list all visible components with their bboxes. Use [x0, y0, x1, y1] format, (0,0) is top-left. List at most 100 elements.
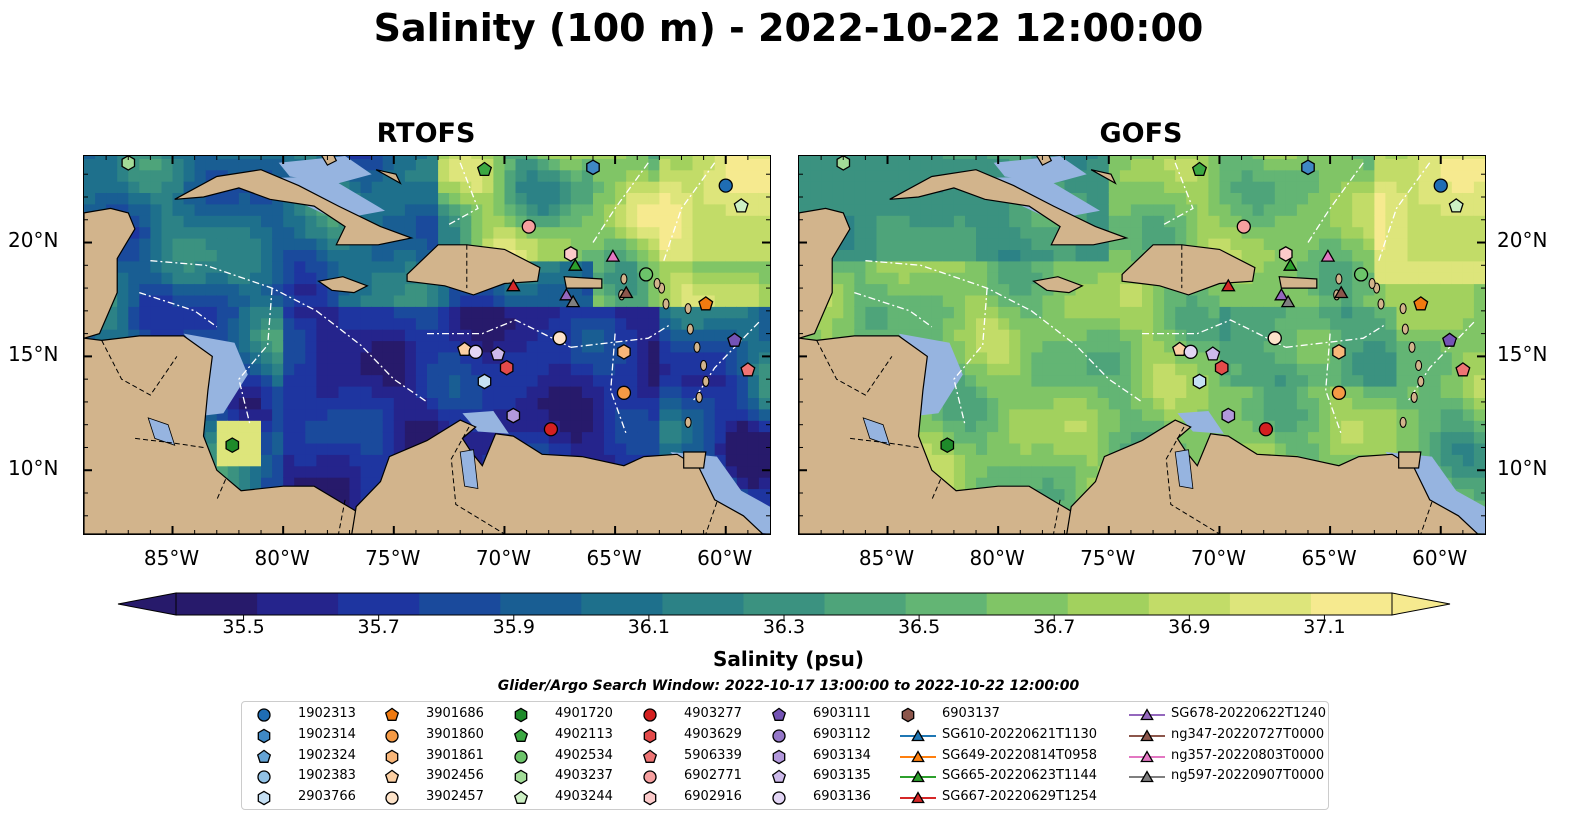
colorbar-segment: [905, 593, 988, 615]
legend-label: 4901720: [555, 706, 613, 721]
colorbar-segment: [743, 593, 826, 615]
legend-label: 5906339: [684, 747, 742, 763]
legend-label: ng597-20220907T0000: [1171, 768, 1325, 784]
marker-4903244: [1448, 198, 1464, 213]
colorbar-tick-label: 35.7: [357, 616, 400, 638]
eez-boundaries: [854, 162, 1475, 435]
colorbar-segment: [176, 593, 258, 615]
lon-label-gofs: 80°W: [969, 546, 1025, 570]
legend-label: ng357-20220803T0000: [1171, 747, 1325, 763]
legend-label: 3901860: [426, 726, 484, 742]
marker-SG678-20220622T1240: [1274, 287, 1289, 301]
legend-label: 6903134: [813, 747, 871, 763]
legend: 1902313 1902314 1902324 1902383 2903766 39016…: [241, 701, 1329, 810]
legend-label: 1902314: [298, 726, 356, 742]
legend-marker: [385, 749, 399, 764]
rtofs-panel-title: RTOFS: [376, 118, 476, 149]
landmass: [799, 156, 1485, 534]
marker-4902113: [476, 161, 493, 177]
colorbar-label: Salinity (psu): [712, 647, 864, 671]
marker-3902456: [457, 341, 473, 356]
legend-marker: [513, 728, 529, 742]
legend-marker: [1129, 729, 1165, 741]
marker-SG678-20220622T1240: [559, 287, 574, 301]
marker-3901686: [1413, 296, 1429, 311]
legend-marker: [514, 749, 528, 764]
legend-label: 3902456: [426, 768, 484, 784]
legend-label: 4903629: [684, 726, 742, 742]
colorbar-tick-label: 36.3: [762, 616, 806, 638]
legend-marker: [257, 728, 271, 744]
legend-marker: [901, 707, 915, 723]
legend-label: 6903112: [813, 726, 871, 742]
lon-label-rtofs: 85°W: [143, 546, 200, 570]
marker-6902916: [1278, 246, 1293, 262]
marker-3901861: [1332, 343, 1346, 360]
country-borders: [816, 244, 1433, 534]
colorbar-segment: [1310, 593, 1393, 615]
legend-label: 6903111: [813, 706, 871, 721]
marker-4901720: [940, 437, 955, 454]
legend-label: 1902313: [298, 706, 356, 721]
marker-4902534: [1353, 267, 1369, 282]
marker-1902314: [1301, 159, 1315, 176]
marker-3902457: [1267, 331, 1282, 346]
legend-label: SG610-20220621T1130: [942, 726, 1098, 742]
marker-ng357-20220803T0000: [605, 248, 621, 262]
colorbar-tick-label: 35.5: [222, 616, 265, 638]
lon-label-gofs: 85°W: [858, 546, 915, 570]
marker-6902771: [521, 219, 536, 234]
colorbar-segment: [1148, 593, 1231, 615]
marker-6902771: [1236, 219, 1251, 234]
legend-marker: [643, 728, 657, 744]
colorbar-tick-label: 36.1: [627, 616, 671, 638]
marker-3902456: [1172, 341, 1188, 356]
marker-4903629: [499, 359, 514, 376]
legend-marker: [771, 769, 787, 784]
lon-label-rtofs: 75°W: [365, 546, 421, 570]
marker-4903629: [1214, 359, 1229, 376]
legend-title: Glider/Argo Search Window: 2022-10-17 13…: [497, 678, 1080, 694]
legend-marker: [514, 707, 528, 723]
marker-SG667-20220629T1254: [1220, 278, 1236, 292]
marker-6903134: [1221, 407, 1236, 424]
lon-label-gofs: 60°W: [1412, 546, 1468, 570]
marker-6903135: [1205, 346, 1221, 361]
legend-marker: [772, 749, 786, 764]
legend-marker: [257, 708, 271, 722]
legend-marker: [1129, 770, 1165, 783]
marker-1902313: [1433, 178, 1448, 193]
marker-SG665-20220623T1144: [567, 258, 583, 271]
lat-label-20n: 20°N: [8, 228, 59, 252]
figure-title: Salinity (100 m) - 2022-10-22 12:00:00: [373, 6, 1204, 50]
marker-SG665-20220623T1144: [1282, 258, 1298, 271]
marker-1902313: [718, 178, 733, 193]
legend-label: 6903136: [813, 789, 871, 805]
marker-3901860: [1331, 385, 1347, 400]
float-and-glider-markers: [836, 156, 1471, 454]
colorbar-tick-label: 35.9: [492, 616, 535, 638]
colorbar-segment: [581, 593, 663, 615]
legend-label: 6902916: [684, 789, 742, 805]
marker-6903134: [506, 407, 521, 424]
colorbar-tick-label: 37.1: [1303, 616, 1346, 638]
lon-label-gofs: 75°W: [1080, 546, 1136, 570]
legend-label: 2903766: [298, 789, 356, 805]
lon-label-rtofs: 60°W: [697, 546, 753, 570]
legend-label: 4903277: [684, 706, 742, 721]
legend-marker: [771, 707, 787, 721]
salinity-colorbar: [117, 592, 1451, 620]
marker-4902113: [1191, 161, 1208, 177]
legend-label: 6903137: [942, 706, 1000, 721]
legend-marker: [514, 770, 528, 785]
lat-label-10n-right: 10°N: [1497, 456, 1548, 480]
legend-marker: [513, 790, 529, 805]
colorbar-tick-label: 36.9: [1168, 616, 1211, 638]
colorbar-segment: [986, 593, 1069, 615]
marker-4903277: [543, 422, 559, 437]
legend-label: SG665-20220623T1144: [942, 768, 1098, 784]
legend-marker: [1129, 749, 1165, 762]
marker-2903766: [1192, 373, 1207, 390]
axis-ticks: [84, 156, 770, 534]
marker-5906339: [1455, 362, 1471, 377]
